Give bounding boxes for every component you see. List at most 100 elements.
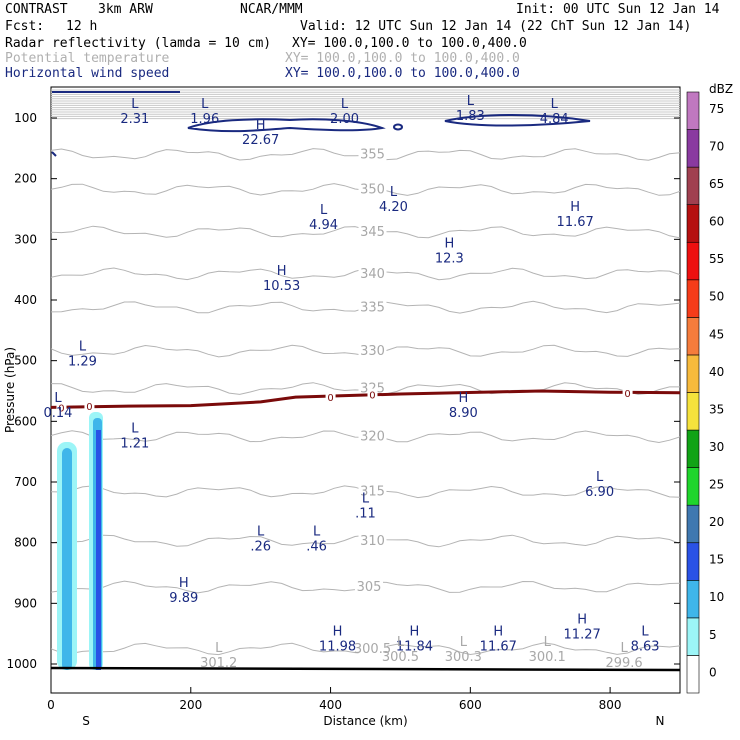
wind-contour	[393, 123, 403, 131]
field-theta-name: Potential temperature	[5, 51, 170, 66]
y-tick-label: 400	[14, 293, 37, 307]
theta-label-bg	[358, 428, 387, 443]
wind-extreme-type: L	[201, 97, 209, 112]
colorbar-label: 0	[709, 665, 717, 679]
wind-extreme-value: .46	[306, 540, 327, 555]
theta-contour-label: 355	[360, 147, 385, 162]
wind-extreme-value: 12.3	[435, 251, 464, 266]
wind-contour	[444, 114, 591, 127]
wind-contour	[187, 118, 386, 133]
colorbar-swatch	[686, 241, 700, 281]
wind-extreme-type: L	[596, 470, 604, 485]
theta-extreme-type: L	[215, 641, 223, 656]
theta-contour-label: 300.5	[354, 642, 391, 657]
theta-label-bg	[358, 640, 387, 655]
y-tick-label: 800	[14, 536, 37, 550]
colorbar-swatch	[686, 317, 700, 356]
zero-dbz-label-bg	[622, 386, 633, 398]
colorbar-label: 55	[709, 252, 724, 266]
zero-dbz-label-bg	[325, 391, 336, 403]
y-tick-label: 500	[14, 354, 37, 368]
theta-label-bg	[358, 532, 387, 547]
colorbar-label: 30	[709, 440, 724, 454]
wind-extreme-type: H	[179, 576, 189, 591]
wind-extreme-value: 4.20	[379, 200, 408, 215]
wind-extreme-type: L	[467, 94, 475, 109]
x-tick-label: 400	[319, 698, 342, 712]
theta-extreme-value: 301.2	[200, 656, 237, 671]
field-wind-name: Horizontal wind speed	[5, 66, 169, 81]
x-tick-label: 200	[179, 698, 202, 712]
wind-extreme-value: 2.31	[120, 112, 149, 127]
reflectivity-column-medium	[62, 448, 72, 670]
wind-extreme-value: 11.27	[564, 628, 601, 643]
theta-contour-label: 305	[357, 580, 382, 595]
project-label: CONTRAST	[5, 2, 68, 17]
wind-extreme-value: 6.90	[585, 485, 614, 500]
colorbar-swatch	[686, 129, 700, 168]
colorbar-swatch	[686, 166, 700, 205]
wind-extreme-type: L	[131, 422, 139, 437]
header: CONTRAST 3km ARW NCAR/MMM Init: 00 UTC S…	[5, 2, 720, 81]
wind-extreme-type: H	[458, 391, 468, 406]
wind-extreme-type: L	[257, 525, 265, 540]
theta-contour-label: 335	[360, 300, 385, 315]
wind-extreme-type: L	[641, 625, 649, 640]
colorbar-label: 45	[709, 327, 724, 341]
theta-extreme-type: L	[620, 641, 628, 656]
endpoint-right: N	[656, 714, 665, 728]
theta-label-bg	[358, 299, 387, 314]
wind-extreme-type: L	[341, 97, 349, 112]
zero-dbz-label: 0	[624, 389, 630, 400]
wind-extreme-type: L	[320, 203, 328, 218]
theta-extreme-value: 300.3	[445, 650, 482, 665]
wind-extreme-value: 10.53	[263, 279, 300, 294]
theta-label-bg	[358, 265, 387, 280]
wind-extreme-value: 1.96	[190, 112, 219, 127]
colorbar-swatch	[686, 204, 700, 243]
theta-extreme-value: 300.5	[382, 650, 419, 665]
model-label: 3km ARW	[98, 2, 153, 17]
colorbar-label: 20	[709, 515, 724, 529]
field-wind-xy: XY= 100.0,100.0 to 100.0,400.0	[285, 66, 520, 81]
colorbar-swatch	[686, 655, 700, 694]
x-axis-label: Distance (km)	[323, 714, 407, 728]
wind-extreme-type: L	[390, 185, 398, 200]
colorbar-swatch	[686, 580, 700, 619]
colorbar-swatch	[686, 504, 700, 544]
field-reflectivity-name: Radar reflectivity (lamda = 10 cm)	[5, 36, 271, 51]
colorbar-label: 5	[709, 628, 717, 642]
wind-extreme-type: H	[277, 264, 287, 279]
zero-dbz-label: 0	[369, 391, 375, 402]
theta-extreme-type: L	[460, 635, 468, 650]
wind-speed-contours	[51, 91, 591, 157]
theta-label-bg	[358, 483, 387, 498]
colorbar-swatch	[686, 542, 700, 581]
colorbar-label: 70	[709, 139, 724, 153]
zero-dbz-label-bg	[367, 388, 378, 400]
theta-label-bg	[358, 181, 387, 196]
init-label: Init: 00 UTC Sun 12 Jan 14	[516, 2, 720, 17]
wind-extreme-value: 0.14	[44, 406, 73, 421]
zero-dbz-label: 0	[58, 403, 64, 414]
zero-dbz-label-bg	[56, 401, 67, 413]
x-tick-label: 0	[47, 698, 55, 712]
y-tick-label: 100	[14, 111, 37, 125]
theta-contour-label: 345	[360, 225, 385, 240]
colorbar-swatch	[686, 392, 700, 431]
colorbar-swatch	[686, 617, 700, 656]
zero-dbz-polyline	[50, 389, 681, 409]
wind-extreme-type: L	[131, 97, 139, 112]
theta-contour-label: 310	[360, 534, 385, 549]
colorbar-label: 35	[709, 402, 724, 416]
wind-extreme-value: 1.83	[456, 109, 485, 124]
y-tick-label: 600	[14, 414, 37, 428]
wind-extreme-value: 8.63	[631, 640, 660, 655]
wind-extreme-value: 4.94	[309, 218, 338, 233]
ground-surface	[50, 666, 681, 672]
fcst-label: Fcst:	[5, 19, 44, 34]
colorbar-label: 25	[709, 478, 724, 492]
colorbar-label: 10	[709, 590, 724, 604]
colorbar-swatch	[686, 429, 700, 468]
reflectivity-fill	[57, 412, 103, 670]
